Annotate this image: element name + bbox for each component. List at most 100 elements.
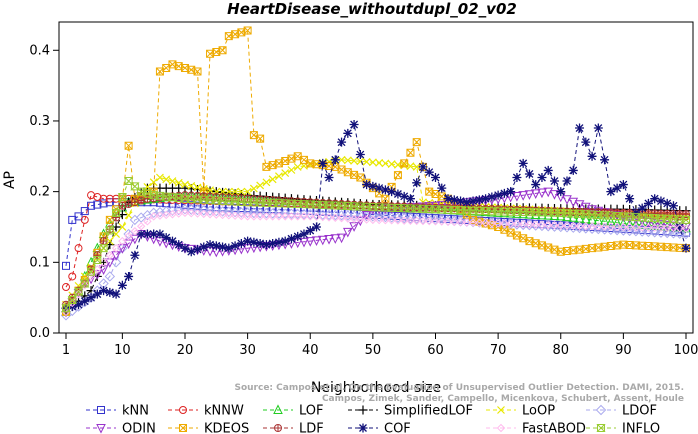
data-point [681, 215, 691, 224]
data-point [637, 203, 647, 213]
data-point [430, 173, 440, 182]
data-point [668, 201, 678, 211]
data-point [562, 176, 572, 186]
data-point [587, 205, 597, 215]
data-point [600, 155, 610, 165]
series-loop [62, 155, 690, 309]
y-tick-label: 0.2 [29, 185, 50, 200]
data-point [256, 134, 265, 143]
data-point [280, 212, 290, 221]
data-point [162, 175, 171, 184]
data-point [425, 216, 434, 226]
data-point [362, 180, 372, 190]
data-point [606, 222, 616, 231]
data-point [293, 162, 302, 171]
data-point [174, 178, 183, 187]
data-point [443, 194, 453, 204]
data-point [74, 289, 83, 299]
data-point [205, 240, 215, 250]
data-point [443, 217, 453, 226]
data-point [318, 158, 328, 168]
data-point [631, 218, 641, 229]
data-point [524, 169, 534, 179]
data-point [80, 296, 90, 306]
data-point [556, 221, 565, 230]
data-point [324, 213, 334, 222]
data-point [362, 157, 371, 166]
legend-label: INFLO [622, 422, 660, 434]
legend-label: kNN [122, 404, 149, 419]
legend-marker [274, 424, 282, 432]
data-point [230, 211, 240, 220]
data-point [281, 169, 290, 178]
series-ldof [60, 204, 692, 321]
data-point [525, 220, 534, 229]
series-fastabod [61, 208, 691, 317]
data-point [324, 234, 334, 245]
data-point [587, 222, 597, 231]
data-point [380, 185, 390, 195]
x-tick-label: 30 [239, 343, 256, 358]
x-tick-label: 10 [114, 343, 131, 358]
data-point [643, 218, 654, 228]
data-point [493, 190, 503, 200]
data-point [393, 171, 402, 180]
data-point [180, 208, 190, 218]
data-point [337, 213, 346, 223]
legend-label: ODIN [122, 422, 156, 434]
legend-marker [274, 424, 282, 432]
data-point [368, 215, 378, 225]
data-point [337, 155, 346, 164]
data-point [462, 218, 472, 227]
y-tick-label: 0.3 [29, 114, 50, 129]
data-point [431, 217, 440, 226]
data-point [80, 279, 90, 288]
data-point [155, 229, 165, 239]
data-point [181, 180, 189, 189]
data-point [74, 300, 84, 310]
y-tick-label: 0.4 [29, 43, 50, 58]
data-point [142, 229, 152, 239]
data-point [99, 199, 108, 208]
data-point [124, 271, 134, 281]
legend-marker [97, 406, 105, 414]
data-point [62, 261, 70, 270]
data-point [117, 192, 128, 201]
data-point [275, 172, 283, 181]
data-point [656, 223, 666, 233]
y-tick-label: 0.1 [29, 255, 50, 270]
data-point [612, 183, 622, 193]
data-point [118, 202, 126, 210]
data-point [580, 202, 591, 213]
data-point [199, 242, 209, 252]
data-point [343, 227, 353, 238]
data-point [93, 251, 102, 260]
data-point [468, 196, 478, 206]
data-point [274, 237, 284, 247]
data-point [174, 240, 184, 250]
legend-label: LoOP [522, 404, 555, 419]
legend-marker [596, 424, 606, 432]
data-point [393, 216, 403, 225]
data-point [631, 223, 641, 232]
legend-item-simplifiedlof: SimplifiedLOF [348, 404, 473, 419]
data-point [161, 233, 171, 243]
data-point [243, 26, 252, 35]
data-point [218, 242, 228, 252]
data-point [544, 220, 553, 230]
data-point [311, 236, 322, 247]
data-point [92, 270, 103, 280]
data-point [343, 214, 353, 223]
data-point [174, 209, 183, 218]
data-point [149, 212, 158, 221]
data-point [549, 190, 560, 200]
data-point [105, 226, 115, 235]
watermark-line-2: Campos, Zimek, Sander, Campello, Micenko… [322, 394, 684, 404]
watermark-line-1: Source: Campos et al. On the Evaluation … [234, 383, 684, 393]
data-point [593, 123, 603, 133]
data-point [256, 181, 265, 190]
legend-marker [273, 404, 283, 414]
data-point [249, 212, 259, 221]
data-point [680, 228, 692, 240]
